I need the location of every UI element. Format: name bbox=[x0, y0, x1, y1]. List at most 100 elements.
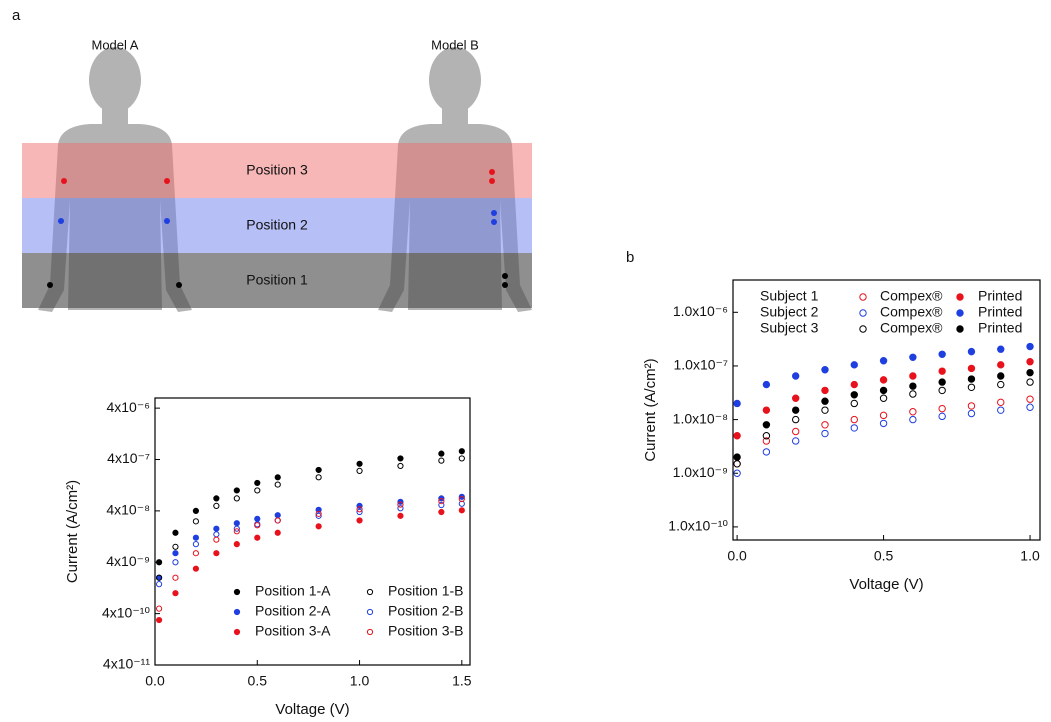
point bbox=[967, 364, 976, 373]
point bbox=[850, 415, 858, 424]
y-tick-label: 4x10⁻⁷ bbox=[107, 450, 150, 466]
point bbox=[172, 574, 179, 581]
point bbox=[172, 559, 179, 566]
point bbox=[1026, 342, 1034, 351]
point bbox=[821, 366, 829, 374]
point bbox=[438, 508, 445, 516]
point bbox=[254, 534, 261, 541]
point bbox=[233, 487, 240, 494]
point bbox=[1026, 368, 1034, 377]
x-tick-label: 0.0 bbox=[145, 673, 165, 689]
legend-label: Compex® bbox=[880, 304, 943, 320]
point bbox=[192, 507, 200, 514]
point bbox=[791, 437, 800, 445]
point bbox=[762, 380, 771, 389]
point bbox=[233, 495, 240, 502]
point bbox=[850, 391, 858, 399]
point bbox=[458, 448, 465, 455]
point bbox=[213, 550, 220, 557]
legend-label: Compex® bbox=[880, 320, 943, 336]
point bbox=[909, 390, 917, 398]
point bbox=[821, 421, 829, 429]
point bbox=[967, 409, 976, 418]
legend-marker bbox=[366, 588, 374, 596]
point bbox=[762, 421, 771, 429]
panel-label: b bbox=[626, 249, 634, 266]
point bbox=[879, 419, 888, 428]
point bbox=[938, 386, 946, 395]
point bbox=[879, 394, 888, 402]
legend-marker bbox=[233, 588, 241, 596]
x-tick-label: 1.5 bbox=[452, 673, 472, 689]
legend-marker bbox=[366, 608, 374, 616]
point bbox=[254, 522, 261, 529]
point bbox=[967, 402, 976, 410]
y-tick-label: 4x10⁻¹¹ bbox=[103, 656, 150, 672]
point bbox=[274, 474, 281, 481]
point bbox=[762, 437, 771, 445]
point bbox=[1026, 378, 1034, 386]
y-axis-label: Current (A/cm²) bbox=[642, 358, 659, 461]
series bbox=[155, 495, 465, 612]
y-tick-label: 1.0x10⁻⁷ bbox=[674, 357, 729, 373]
point bbox=[879, 357, 888, 365]
point bbox=[397, 505, 404, 512]
point bbox=[192, 518, 200, 525]
legend-marker bbox=[366, 628, 374, 636]
legend-label: Printed bbox=[978, 320, 1022, 336]
point bbox=[791, 415, 800, 424]
x-tick-label: 1.0 bbox=[350, 673, 370, 689]
x-tick-label: 1.0 bbox=[1020, 548, 1040, 564]
point bbox=[909, 382, 917, 390]
panel-label: a bbox=[12, 7, 21, 24]
electrodes bbox=[47, 169, 508, 288]
point bbox=[733, 453, 741, 461]
legend-label: Printed bbox=[978, 304, 1022, 320]
model-label: Model A bbox=[92, 37, 139, 52]
point bbox=[155, 559, 163, 566]
series bbox=[155, 455, 465, 581]
point bbox=[192, 550, 200, 557]
point bbox=[791, 406, 800, 414]
y-tick-label: 4x10⁻⁸ bbox=[106, 502, 150, 518]
point bbox=[997, 361, 1005, 369]
point bbox=[397, 512, 404, 519]
series bbox=[155, 500, 465, 588]
point bbox=[213, 525, 220, 532]
point bbox=[315, 466, 322, 474]
point bbox=[438, 450, 445, 457]
y-tick-label: 1.0x10⁻⁶ bbox=[673, 303, 728, 319]
point bbox=[192, 534, 200, 541]
band-3 bbox=[22, 143, 532, 198]
y-tick-label: 1.0x10⁻⁸ bbox=[673, 410, 728, 426]
point bbox=[254, 515, 261, 522]
point bbox=[233, 525, 240, 532]
point bbox=[155, 605, 163, 612]
point bbox=[850, 424, 858, 432]
legend-marker bbox=[956, 309, 964, 317]
point bbox=[938, 367, 946, 375]
legend-marker bbox=[859, 309, 867, 317]
point bbox=[356, 460, 363, 467]
point bbox=[821, 397, 829, 405]
point bbox=[1026, 395, 1034, 403]
legend-row-label: Subject 2 bbox=[760, 304, 819, 320]
point bbox=[762, 432, 771, 440]
band-label: Position 2 bbox=[246, 217, 308, 233]
y-tick-label: 1.0x10⁻¹⁰ bbox=[668, 518, 728, 534]
legend-label: Position 3-A bbox=[255, 623, 331, 639]
legend-marker bbox=[233, 628, 241, 636]
series bbox=[733, 342, 1034, 408]
point bbox=[967, 347, 976, 356]
point bbox=[397, 455, 404, 462]
legend-marker bbox=[956, 325, 964, 333]
point bbox=[458, 495, 465, 503]
point bbox=[274, 529, 281, 536]
series bbox=[155, 507, 465, 624]
legend-marker bbox=[859, 325, 867, 333]
point bbox=[356, 506, 363, 513]
point bbox=[213, 536, 220, 543]
point bbox=[438, 457, 445, 464]
x-axis-label: Voltage (V) bbox=[275, 701, 349, 718]
band-2 bbox=[22, 198, 532, 253]
